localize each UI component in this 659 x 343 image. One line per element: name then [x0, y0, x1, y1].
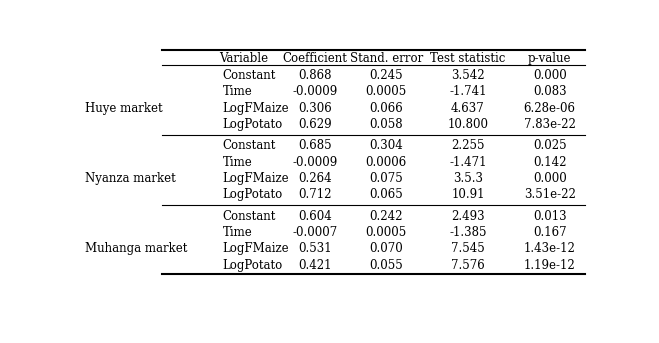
Text: Constant: Constant: [223, 139, 276, 152]
Text: 4.637: 4.637: [451, 102, 485, 115]
Text: 3.542: 3.542: [451, 69, 485, 82]
Text: Stand. error: Stand. error: [350, 52, 423, 65]
Text: 0.083: 0.083: [533, 85, 567, 98]
Text: Nyanza market: Nyanza market: [85, 172, 176, 185]
Text: -0.0009: -0.0009: [292, 85, 337, 98]
Text: 7.576: 7.576: [451, 259, 485, 272]
Text: 3.5.3: 3.5.3: [453, 172, 483, 185]
Text: LogPotato: LogPotato: [223, 259, 283, 272]
Text: 2.493: 2.493: [451, 210, 485, 223]
Text: Time: Time: [223, 85, 252, 98]
Text: 7.83e-22: 7.83e-22: [524, 118, 575, 131]
Text: -1.741: -1.741: [449, 85, 487, 98]
Text: 2.255: 2.255: [451, 139, 485, 152]
Text: 0.000: 0.000: [533, 69, 567, 82]
Text: Time: Time: [223, 156, 252, 169]
Text: 0.712: 0.712: [298, 188, 331, 201]
Text: 0.0006: 0.0006: [366, 156, 407, 169]
Text: LogFMaize: LogFMaize: [223, 172, 289, 185]
Text: LogFMaize: LogFMaize: [223, 242, 289, 255]
Text: 0.066: 0.066: [370, 102, 403, 115]
Text: Constant: Constant: [223, 69, 276, 82]
Text: LogPotato: LogPotato: [223, 188, 283, 201]
Text: Constant: Constant: [223, 210, 276, 223]
Text: Variable: Variable: [219, 52, 268, 65]
Text: 0.013: 0.013: [533, 210, 567, 223]
Text: 0.629: 0.629: [298, 118, 331, 131]
Text: -1.385: -1.385: [449, 226, 487, 239]
Text: 1.43e-12: 1.43e-12: [524, 242, 575, 255]
Text: 0.264: 0.264: [298, 172, 331, 185]
Text: Time: Time: [223, 226, 252, 239]
Text: Huye market: Huye market: [85, 102, 163, 115]
Text: 0.167: 0.167: [533, 226, 567, 239]
Text: 0.0005: 0.0005: [366, 226, 407, 239]
Text: 0.242: 0.242: [370, 210, 403, 223]
Text: 0.868: 0.868: [298, 69, 331, 82]
Text: 0.142: 0.142: [533, 156, 567, 169]
Text: -0.0009: -0.0009: [292, 156, 337, 169]
Text: 0.0005: 0.0005: [366, 85, 407, 98]
Text: 0.000: 0.000: [533, 172, 567, 185]
Text: -1.471: -1.471: [449, 156, 487, 169]
Text: Muhanga market: Muhanga market: [85, 242, 187, 255]
Text: Coefficient: Coefficient: [282, 52, 347, 65]
Text: -0.0007: -0.0007: [292, 226, 337, 239]
Text: 0.304: 0.304: [370, 139, 403, 152]
Text: 1.19e-12: 1.19e-12: [524, 259, 575, 272]
Text: 0.058: 0.058: [370, 118, 403, 131]
Text: 6.28e-06: 6.28e-06: [524, 102, 576, 115]
Text: 0.604: 0.604: [298, 210, 331, 223]
Text: 0.685: 0.685: [298, 139, 331, 152]
Text: 0.531: 0.531: [298, 242, 331, 255]
Text: 0.421: 0.421: [298, 259, 331, 272]
Text: 0.075: 0.075: [370, 172, 403, 185]
Text: Test statistic: Test statistic: [430, 52, 505, 65]
Text: 3.51e-22: 3.51e-22: [524, 188, 575, 201]
Text: 0.055: 0.055: [370, 259, 403, 272]
Text: p-value: p-value: [528, 52, 571, 65]
Text: 0.245: 0.245: [370, 69, 403, 82]
Text: LogPotato: LogPotato: [223, 118, 283, 131]
Text: 0.306: 0.306: [298, 102, 331, 115]
Text: 0.070: 0.070: [370, 242, 403, 255]
Text: 7.545: 7.545: [451, 242, 485, 255]
Text: 0.065: 0.065: [370, 188, 403, 201]
Text: LogFMaize: LogFMaize: [223, 102, 289, 115]
Text: 10.91: 10.91: [451, 188, 485, 201]
Text: 0.025: 0.025: [533, 139, 567, 152]
Text: 10.800: 10.800: [447, 118, 488, 131]
